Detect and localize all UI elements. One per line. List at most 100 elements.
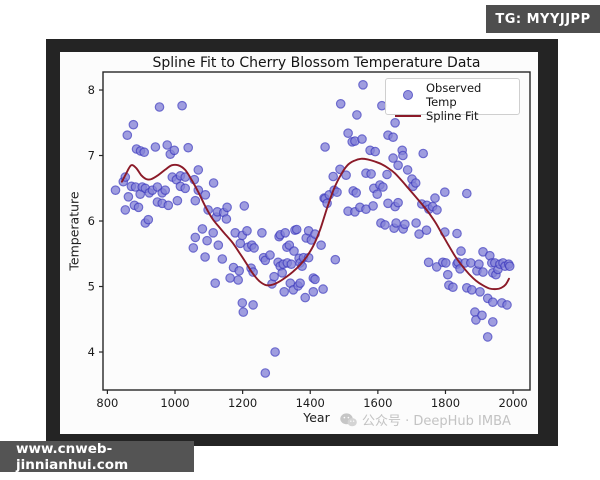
scatter-point	[234, 266, 244, 276]
y-axis-label: Temperature	[66, 191, 82, 271]
scatter-point	[351, 188, 361, 198]
watermark-text: 公众号 · DeepHub IMBA	[362, 414, 511, 429]
scatter-point	[190, 232, 201, 243]
scatter-point	[249, 243, 259, 253]
scatter-point	[143, 214, 154, 225]
scatter-point	[210, 278, 220, 288]
telegram-badge-label: TG: MYYJJPP	[495, 11, 591, 27]
scatter-point	[439, 187, 450, 197]
scatter-point	[233, 275, 243, 285]
scatter-point	[391, 218, 401, 228]
scatter-point	[330, 254, 341, 265]
chart-canvas: 800 1000 1200 1400 1600 1800 2000 4 5 6 7 8	[88, 71, 531, 410]
scatter-point	[341, 170, 351, 180]
scatter-point	[461, 188, 472, 199]
scatter-point	[222, 202, 232, 213]
scatter-point	[432, 205, 442, 215]
scatter-point	[200, 190, 211, 200]
scatter-point	[478, 267, 488, 277]
scatter-point	[242, 226, 252, 236]
scatter-point	[388, 132, 398, 142]
line-marker-icon	[395, 115, 421, 117]
scatter-point	[139, 147, 149, 157]
scatter-point	[160, 185, 170, 195]
scatter-point	[177, 100, 187, 111]
scatter-point	[430, 193, 440, 203]
scatter-point	[279, 287, 289, 297]
scatter-point	[235, 238, 246, 249]
y-tick-label: 5	[88, 280, 95, 294]
scatter-point	[239, 201, 250, 211]
scatter-point	[390, 118, 400, 128]
x-tick-label: 1400	[296, 396, 325, 410]
website-badge-label: www.cnweb-jinnianhui.com	[16, 440, 129, 473]
scatter-point	[410, 178, 421, 188]
scatter-point	[197, 224, 208, 234]
chart-figure: 800 1000 1200 1400 1600 1800 2000 4 5 6 7 8 Spline …	[60, 52, 538, 434]
scatter-point	[154, 102, 165, 112]
scatter-point	[368, 201, 378, 211]
website-badge: www.cnweb-jinnianhui.com	[0, 440, 194, 473]
scatter-point	[372, 189, 382, 199]
scatter-point	[295, 278, 305, 288]
scatter-point	[310, 274, 320, 285]
scatter-point	[474, 259, 484, 269]
scatter-point	[291, 224, 302, 235]
scatter-point	[270, 347, 280, 357]
watermark: 公众号 · DeepHub IMBA	[340, 410, 511, 429]
scatter-point	[193, 165, 204, 175]
scatter-point	[213, 240, 224, 250]
scatter-point	[448, 282, 458, 292]
scatter-point	[217, 254, 228, 264]
legend-marker-cell	[390, 90, 426, 100]
scatter-point	[169, 145, 180, 156]
x-tick-label: 1000	[160, 396, 189, 410]
scatter-points	[110, 79, 515, 378]
scatter-point	[225, 273, 235, 283]
scatter-point	[358, 79, 368, 90]
scatter-point	[378, 182, 388, 192]
x-tick-label: 800	[96, 396, 118, 410]
scatter-point	[388, 153, 398, 163]
figure-frame: 800 1000 1200 1400 1600 1800 2000 4 5 6 7 8 Spline …	[46, 39, 558, 446]
scatter-point	[456, 246, 466, 256]
scatter-point	[418, 148, 428, 159]
scatter-point	[475, 287, 485, 297]
scatter-point	[318, 284, 328, 294]
scatter-point	[370, 146, 380, 157]
scatter-point	[380, 220, 390, 230]
x-axis-label: Year	[303, 410, 330, 425]
scatter-point	[133, 202, 144, 213]
scatter-point	[238, 307, 249, 317]
scatter-point	[110, 185, 121, 195]
scatter-point	[402, 165, 413, 175]
scatter-point	[398, 150, 408, 161]
scatter-point	[504, 261, 515, 271]
spline-line	[120, 157, 510, 291]
scatter-point	[260, 368, 271, 378]
scatter-point	[123, 192, 134, 202]
y-tick-label: 8	[88, 83, 95, 97]
y-tick-label: 4	[88, 345, 95, 359]
legend-entry-observed: Observed Temp	[390, 81, 515, 109]
chart-title: Spline Fit to Cherry Blossom Temperature…	[152, 55, 481, 71]
scatter-point	[269, 271, 279, 282]
y-tick-label: 7	[88, 149, 95, 163]
y-tick-label: 6	[88, 214, 95, 228]
scatter-point	[452, 228, 462, 239]
scatter-point	[466, 285, 477, 295]
scatter-point	[286, 259, 297, 269]
scatter-point	[357, 134, 367, 144]
scatter-point	[487, 317, 498, 327]
scatter-point	[477, 310, 487, 321]
scatter-point	[188, 243, 199, 253]
legend-label-observed: Observed Temp	[426, 81, 482, 109]
scatter-point	[237, 298, 248, 308]
scatter-point	[172, 195, 183, 206]
scatter-point	[120, 205, 131, 215]
scatter-point	[202, 235, 212, 246]
scatter-point	[442, 269, 453, 280]
x-tick-label: 1600	[363, 396, 392, 410]
scatter-point	[393, 160, 403, 171]
